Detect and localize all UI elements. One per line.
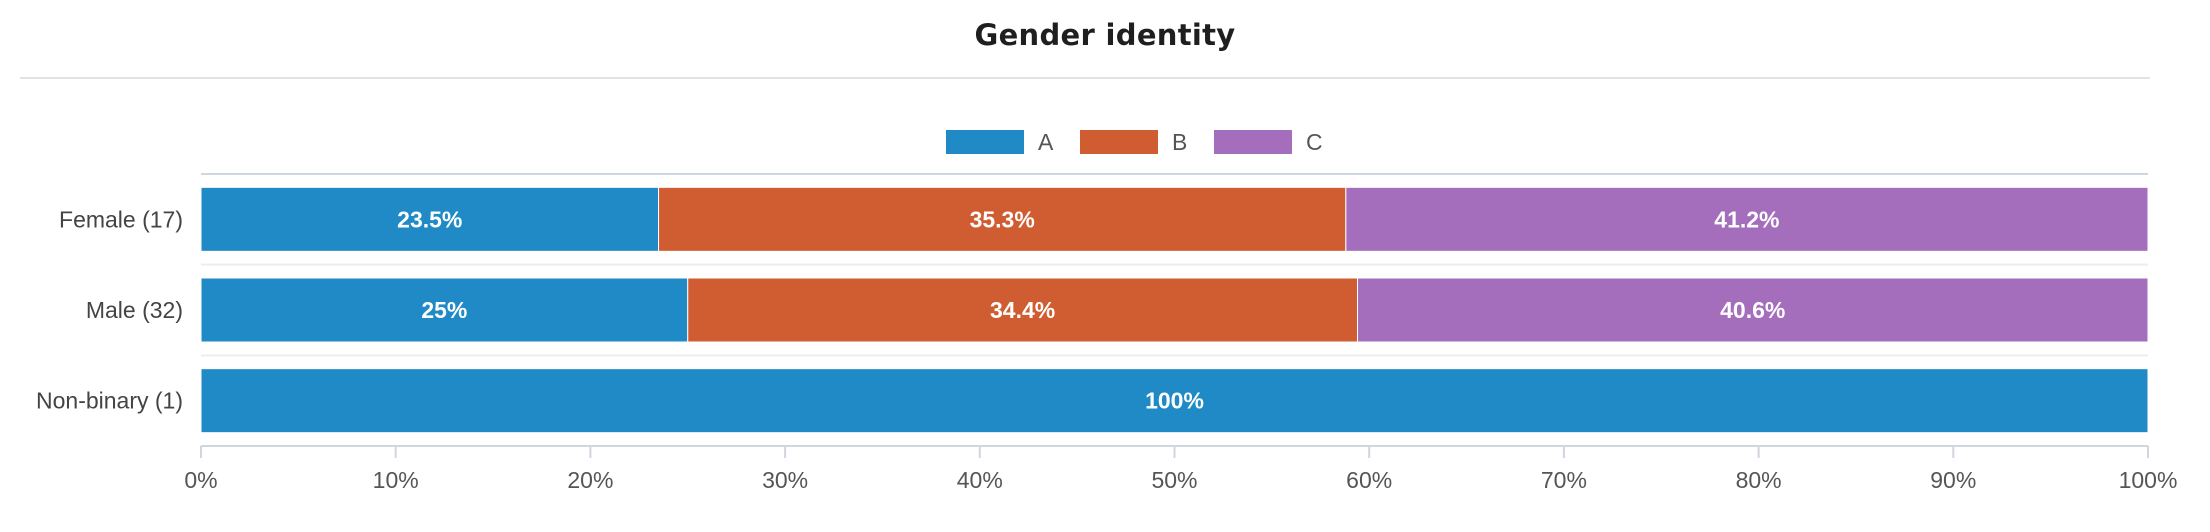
data-label: 40.6% [1720,297,1785,323]
x-tick-label: 40% [957,467,1003,493]
x-tick-label: 20% [567,467,613,493]
data-label: 25% [421,297,467,323]
data-label: 23.5% [397,206,462,232]
bar-female-17-c[interactable] [1345,186,2149,252]
data-label: 35.3% [970,206,1035,232]
x-tick-label: 10% [373,467,419,493]
x-tick-label: 100% [2119,467,2178,493]
bar-male-32-b[interactable] [687,277,1359,343]
x-tick-label: 80% [1736,467,1782,493]
legend-label-c[interactable]: C [1306,129,1323,155]
legend-swatch-a[interactable] [946,130,1024,154]
x-tick-label: 0% [184,467,217,493]
legend-label-b[interactable]: B [1172,129,1187,155]
bar-male-32-c[interactable] [1357,277,2149,343]
bar-non-binary-1-a[interactable] [200,368,2149,434]
legend-swatch-b[interactable] [1080,130,1158,154]
category-label-female-17: Female (17) [59,206,183,232]
title-divider [20,77,2150,79]
category-label-male-32: Male (32) [86,297,183,323]
data-label: 100% [1145,388,1204,414]
x-axis: 0% 10% 20% 30% 40% 50% 60% 70% 80% 90% 100% [184,446,2177,493]
data-label: 34.4% [990,297,1055,323]
bar-female-17-b[interactable] [658,186,1347,252]
bars: 23.5% 35.3% 41.2% 25% 34.4% 40.6% 100% [200,186,2149,434]
x-tick-label: 30% [762,467,808,493]
category-labels: Female (17) Male (32) Non-binary (1) [36,206,183,413]
data-label: 41.2% [1714,206,1779,232]
x-tick-label: 90% [1930,467,1976,493]
category-label-non-binary-1: Non-binary (1) [36,388,183,414]
legend: A B C [946,129,1323,155]
x-tick-label: 70% [1541,467,1587,493]
legend-label-a[interactable]: A [1038,129,1054,155]
plot-frame [201,173,2148,447]
x-tick-label: 60% [1346,467,1392,493]
chart-title: Gender identity [974,18,1236,52]
x-tick-label: 50% [1151,467,1197,493]
legend-swatch-c[interactable] [1214,130,1292,154]
bar-female-17-a[interactable] [200,186,660,252]
bar-male-32-a[interactable] [200,277,689,343]
